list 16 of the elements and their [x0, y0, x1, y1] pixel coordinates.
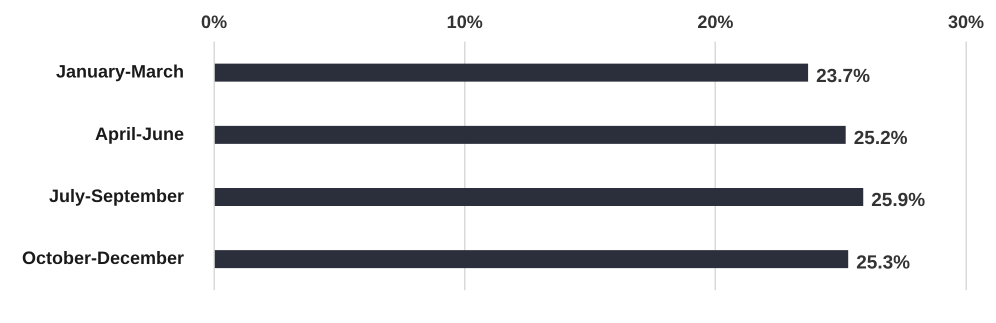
x-tick-label: 20% — [697, 12, 734, 32]
data-label: 25.9% — [871, 190, 926, 212]
y-tick-label: October-December — [22, 248, 184, 268]
y-tick-label: January-March — [56, 62, 184, 82]
data-label: 23.7% — [816, 66, 870, 87]
x-tick-label: 10% — [446, 12, 483, 32]
bar — [214, 250, 848, 268]
y-tick-label: July-September — [49, 186, 184, 206]
x-tick-label: 0% — [201, 12, 228, 32]
bar — [214, 126, 846, 144]
y-tick-label: April-June — [95, 124, 184, 144]
bar — [214, 64, 808, 82]
x-tick-label: 30% — [948, 12, 984, 32]
bar — [214, 188, 864, 206]
data-label: 25.2% — [854, 128, 908, 150]
data-label: 25.3% — [856, 252, 910, 274]
